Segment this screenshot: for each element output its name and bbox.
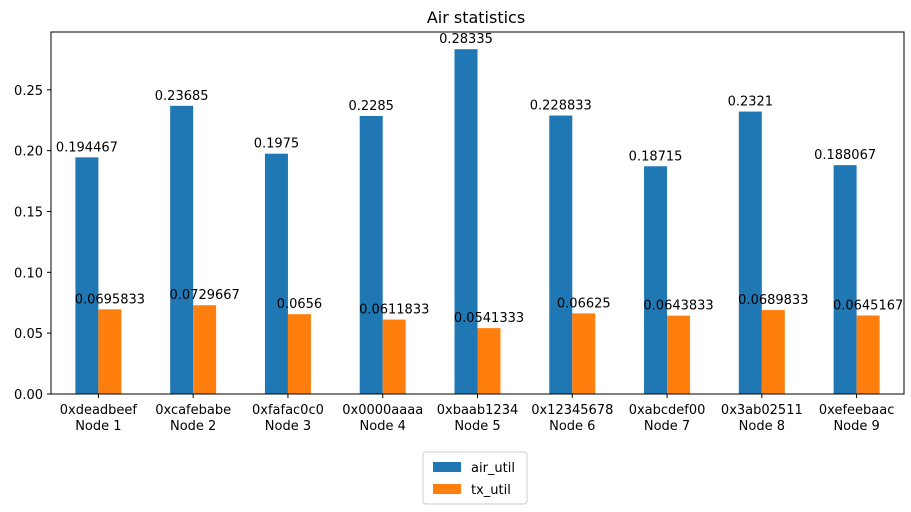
chart-title: Air statistics bbox=[427, 8, 525, 27]
legend-label-tx_util: tx_util bbox=[471, 483, 511, 498]
y-tick-label: 0.00 bbox=[14, 388, 43, 403]
x-tick-label: Node 2 bbox=[170, 419, 216, 434]
x-tick-label: 0xfafac0c0 bbox=[252, 403, 324, 418]
data-label-tx_util-8: 0.0689833 bbox=[738, 293, 808, 308]
x-tick-label: Node 5 bbox=[454, 419, 500, 434]
bar-tx_util-7 bbox=[667, 315, 691, 394]
data-label-tx_util-1: 0.0695833 bbox=[75, 292, 145, 307]
x-tick-label: Node 6 bbox=[549, 419, 595, 434]
y-tick-label: 0.20 bbox=[14, 145, 43, 160]
x-tick-label: 0xabcdef00 bbox=[629, 403, 706, 418]
x-tick-label: Node 8 bbox=[739, 419, 785, 434]
x-tick-label: Node 7 bbox=[644, 419, 690, 434]
y-tick-label: 0.10 bbox=[14, 266, 43, 281]
data-label-tx_util-3: 0.0656 bbox=[277, 297, 323, 312]
data-label-air_util-3: 0.1975 bbox=[254, 137, 300, 152]
bar-air_util-1 bbox=[75, 157, 99, 394]
x-tick-label: Node 3 bbox=[265, 419, 311, 434]
data-label-tx_util-6: 0.06625 bbox=[557, 296, 611, 311]
y-tick-label: 0.25 bbox=[14, 84, 43, 99]
x-tick-label: 0xefeebaac bbox=[819, 403, 894, 418]
bar-tx_util-9 bbox=[856, 315, 880, 394]
bar-air_util-7 bbox=[644, 166, 668, 394]
plot-area: 0.194467 0.23685 0.1975 0.2285 0.28335 0.2288… bbox=[14, 31, 905, 434]
bar-tx_util-6 bbox=[572, 313, 596, 394]
bar-air_util-5 bbox=[454, 49, 478, 395]
data-label-tx_util-7: 0.0643833 bbox=[643, 299, 713, 314]
y-tick-label: 0.15 bbox=[14, 205, 43, 220]
bar-tx_util-8 bbox=[761, 310, 785, 394]
x-tick-label: Node 1 bbox=[75, 419, 121, 434]
data-label-air_util-2: 0.23685 bbox=[155, 89, 209, 104]
legend-label-air_util: air_util bbox=[471, 461, 515, 476]
bar-air_util-3 bbox=[264, 153, 288, 394]
bar-air_util-4 bbox=[359, 115, 383, 395]
bar-air_util-6 bbox=[549, 115, 573, 394]
x-tick-label: 0xbaab1234 bbox=[437, 403, 519, 418]
legend-swatch-tx_util bbox=[433, 484, 461, 494]
x-tick-label: 0xdeadbeef bbox=[60, 403, 138, 418]
data-label-tx_util-9: 0.0645167 bbox=[833, 298, 903, 313]
y-tick-label: 0.05 bbox=[14, 327, 43, 342]
bar-air_util-9 bbox=[833, 165, 857, 394]
x-tick-label: 0xcafebabe bbox=[155, 403, 231, 418]
bar-tx_util-1 bbox=[98, 309, 122, 394]
data-label-air_util-4: 0.2285 bbox=[348, 99, 394, 114]
bar-tx_util-4 bbox=[382, 319, 406, 394]
data-label-air_util-9: 0.188067 bbox=[814, 148, 876, 163]
data-label-air_util-8: 0.2321 bbox=[728, 95, 774, 110]
x-tick-label: 0x3ab02511 bbox=[721, 403, 803, 418]
data-label-tx_util-2: 0.0729667 bbox=[170, 288, 240, 303]
data-label-air_util-6: 0.228833 bbox=[530, 99, 592, 114]
bar-tx_util-3 bbox=[287, 314, 311, 394]
legend: air_util tx_util bbox=[422, 451, 528, 505]
x-tick-label: Node 4 bbox=[360, 419, 406, 434]
bar-tx_util-2 bbox=[193, 305, 217, 394]
x-tick-label: Node 9 bbox=[833, 419, 879, 434]
data-label-tx_util-4: 0.0611833 bbox=[359, 303, 429, 318]
bar-air_util-2 bbox=[170, 105, 194, 395]
legend-swatch-air_util bbox=[433, 462, 461, 472]
data-label-air_util-1: 0.194467 bbox=[56, 140, 118, 155]
bar-tx_util-5 bbox=[477, 328, 501, 394]
data-label-tx_util-5: 0.0541333 bbox=[454, 311, 524, 326]
x-tick-label: 0x12345678 bbox=[531, 403, 613, 418]
bar-air_util-8 bbox=[738, 111, 762, 394]
data-label-air_util-5: 0.28335 bbox=[439, 32, 493, 47]
x-tick-label: 0x0000aaaa bbox=[342, 403, 423, 418]
data-label-air_util-7: 0.18715 bbox=[629, 149, 683, 164]
